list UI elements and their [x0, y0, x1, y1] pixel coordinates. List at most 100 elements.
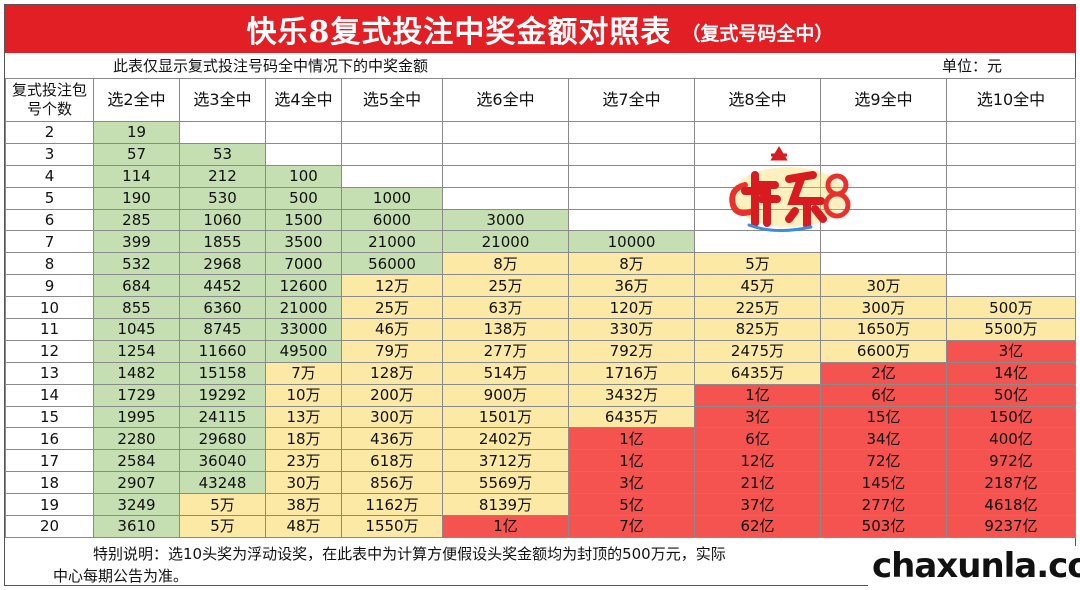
prize-cell: 7亿 — [568, 515, 695, 538]
prize-cell: 46万 — [341, 318, 443, 341]
prize-cell: 6435万 — [694, 361, 821, 385]
prize-cell: 3亿 — [694, 405, 821, 429]
prize-cell — [946, 142, 1076, 166]
prize-cell: 9237亿 — [946, 515, 1076, 538]
prize-cell — [568, 121, 695, 144]
prize-cell: 500万 — [946, 296, 1076, 320]
prize-cell: 62亿 — [694, 515, 821, 538]
prize-cell: 3亿 — [946, 339, 1076, 363]
table-body: 2 19 3 57 53 4 114 212 100 5 190 530 500 1000 6 285 1060… — [5, 121, 1076, 538]
prize-cell — [568, 164, 695, 188]
prize-cell — [341, 121, 443, 144]
prize-cell: 5万 — [694, 252, 821, 276]
prize-cell: 3500 — [265, 230, 342, 254]
table-row: 20 3610 5万 48万 1550万 1亿 7亿 62亿 503亿 9237亿 — [5, 515, 1076, 538]
table-row: 18 2907 43248 30万 856万 5569万 3亿 21亿 145亿 2187亿 — [5, 471, 1076, 495]
prize-cell: 225万 — [694, 296, 821, 320]
prize-cell: 13万 — [265, 405, 342, 429]
prize-cell: 15158 — [179, 361, 266, 385]
table-row: 16 2280 29680 18万 436万 2402万 1亿 6亿 34亿 400亿 — [5, 427, 1076, 451]
prize-cell — [442, 142, 569, 166]
prize-cell: 1650万 — [820, 318, 947, 341]
header-cell: 选3全中 — [179, 78, 266, 122]
prize-cell: 792万 — [568, 339, 695, 363]
prize-cell: 7万 — [265, 361, 342, 385]
prize-cell — [946, 164, 1076, 188]
prize-cell: 400亿 — [946, 427, 1076, 451]
prize-cell: 19292 — [179, 383, 266, 407]
prize-cell: 36万 — [568, 274, 695, 298]
prize-cell: 1254 — [93, 339, 180, 363]
prize-cell — [341, 142, 443, 166]
prize-cell: 150亿 — [946, 405, 1076, 429]
prize-cell: 500 — [265, 186, 342, 210]
prize-cell: 6435万 — [568, 405, 695, 429]
prize-cell: 30万 — [265, 471, 342, 495]
prize-cell: 5569万 — [442, 471, 569, 495]
prize-cell: 503亿 — [820, 515, 947, 538]
prize-cell — [442, 121, 569, 144]
prize-cell: 1060 — [179, 208, 266, 232]
prize-cell: 436万 — [341, 427, 443, 451]
prize-cell: 684 — [93, 274, 180, 298]
row-number-cell: 16 — [5, 427, 94, 451]
prize-cell: 6000 — [341, 208, 443, 232]
unit-label: 单位：元 — [941, 57, 1002, 75]
prize-cell: 6600万 — [820, 339, 947, 363]
prize-cell: 6360 — [179, 296, 266, 320]
prize-cell: 30万 — [820, 274, 947, 298]
header-cell: 选5全中 — [341, 78, 443, 122]
prize-cell: 12万 — [341, 274, 443, 298]
prize-cell: 18万 — [265, 427, 342, 451]
table-row: 12 1254 11660 49500 79万 277万 792万 2475万 6600万 3亿 — [5, 339, 1076, 363]
prize-cell: 100 — [265, 164, 342, 188]
prize-cell — [946, 121, 1076, 144]
prize-cell — [568, 186, 695, 210]
prize-cell: 2907 — [93, 471, 180, 495]
footer-line-2: 中心每期公告为准。 — [53, 567, 189, 585]
table-header-row: 复式投注包号个数 选2全中 选3全中 选4全中 选5全中 选6全中 选7全中 选… — [5, 78, 1076, 122]
header-cell: 选4全中 — [265, 78, 342, 122]
row-number-cell: 11 — [5, 318, 94, 341]
header-cell: 选7全中 — [568, 78, 695, 122]
prize-cell: 190 — [93, 186, 180, 210]
prize-cell: 2584 — [93, 449, 180, 473]
prize-cell: 1亿 — [568, 427, 695, 451]
prize-cell: 285 — [93, 208, 180, 232]
prize-cell: 1995 — [93, 405, 180, 429]
prize-cell: 38万 — [265, 493, 342, 517]
prize-cell: 79万 — [341, 339, 443, 363]
prize-cell: 33000 — [265, 318, 342, 341]
row-number-cell: 8 — [5, 252, 94, 276]
kuaile8-logo-icon — [729, 146, 851, 232]
prize-cell: 15亿 — [820, 405, 947, 429]
prize-cell: 34亿 — [820, 427, 947, 451]
footer-line-1: 特别说明：选10头奖为浮动设奖，在此表中为计算方便假设头奖金额均为封顶的500万… — [93, 545, 726, 563]
prize-cell: 12600 — [265, 274, 342, 298]
prize-cell: 4452 — [179, 274, 266, 298]
prize-cell: 1500 — [265, 208, 342, 232]
prize-cell: 1855 — [179, 230, 266, 254]
table-row: 6 285 1060 1500 6000 3000 — [5, 208, 1076, 232]
prize-cell: 5500万 — [946, 318, 1076, 341]
prize-cell: 399 — [93, 230, 180, 254]
note-line: 此表仅显示复式投注号码全中情况下的中奖金额 单位：元 — [5, 54, 1075, 78]
prize-cell: 1482 — [93, 361, 180, 385]
prize-cell: 21000 — [442, 230, 569, 254]
prize-cell: 63万 — [442, 296, 569, 320]
prize-cell — [820, 121, 947, 144]
row-number-cell: 19 — [5, 493, 94, 517]
prize-cell — [694, 121, 821, 144]
prize-cell: 1045 — [93, 318, 180, 341]
prize-cell: 24115 — [179, 405, 266, 429]
prize-cell: 11660 — [179, 339, 266, 363]
prize-cell: 3000 — [442, 208, 569, 232]
prize-cell: 300万 — [820, 296, 947, 320]
prize-cell: 1729 — [93, 383, 180, 407]
table-row: 3 57 53 — [5, 142, 1076, 166]
row-number-cell: 18 — [5, 471, 94, 495]
prize-cell — [265, 121, 342, 144]
prize-cell: 56000 — [341, 252, 443, 276]
prize-cell: 277万 — [442, 339, 569, 363]
prize-cell: 145亿 — [820, 471, 947, 495]
